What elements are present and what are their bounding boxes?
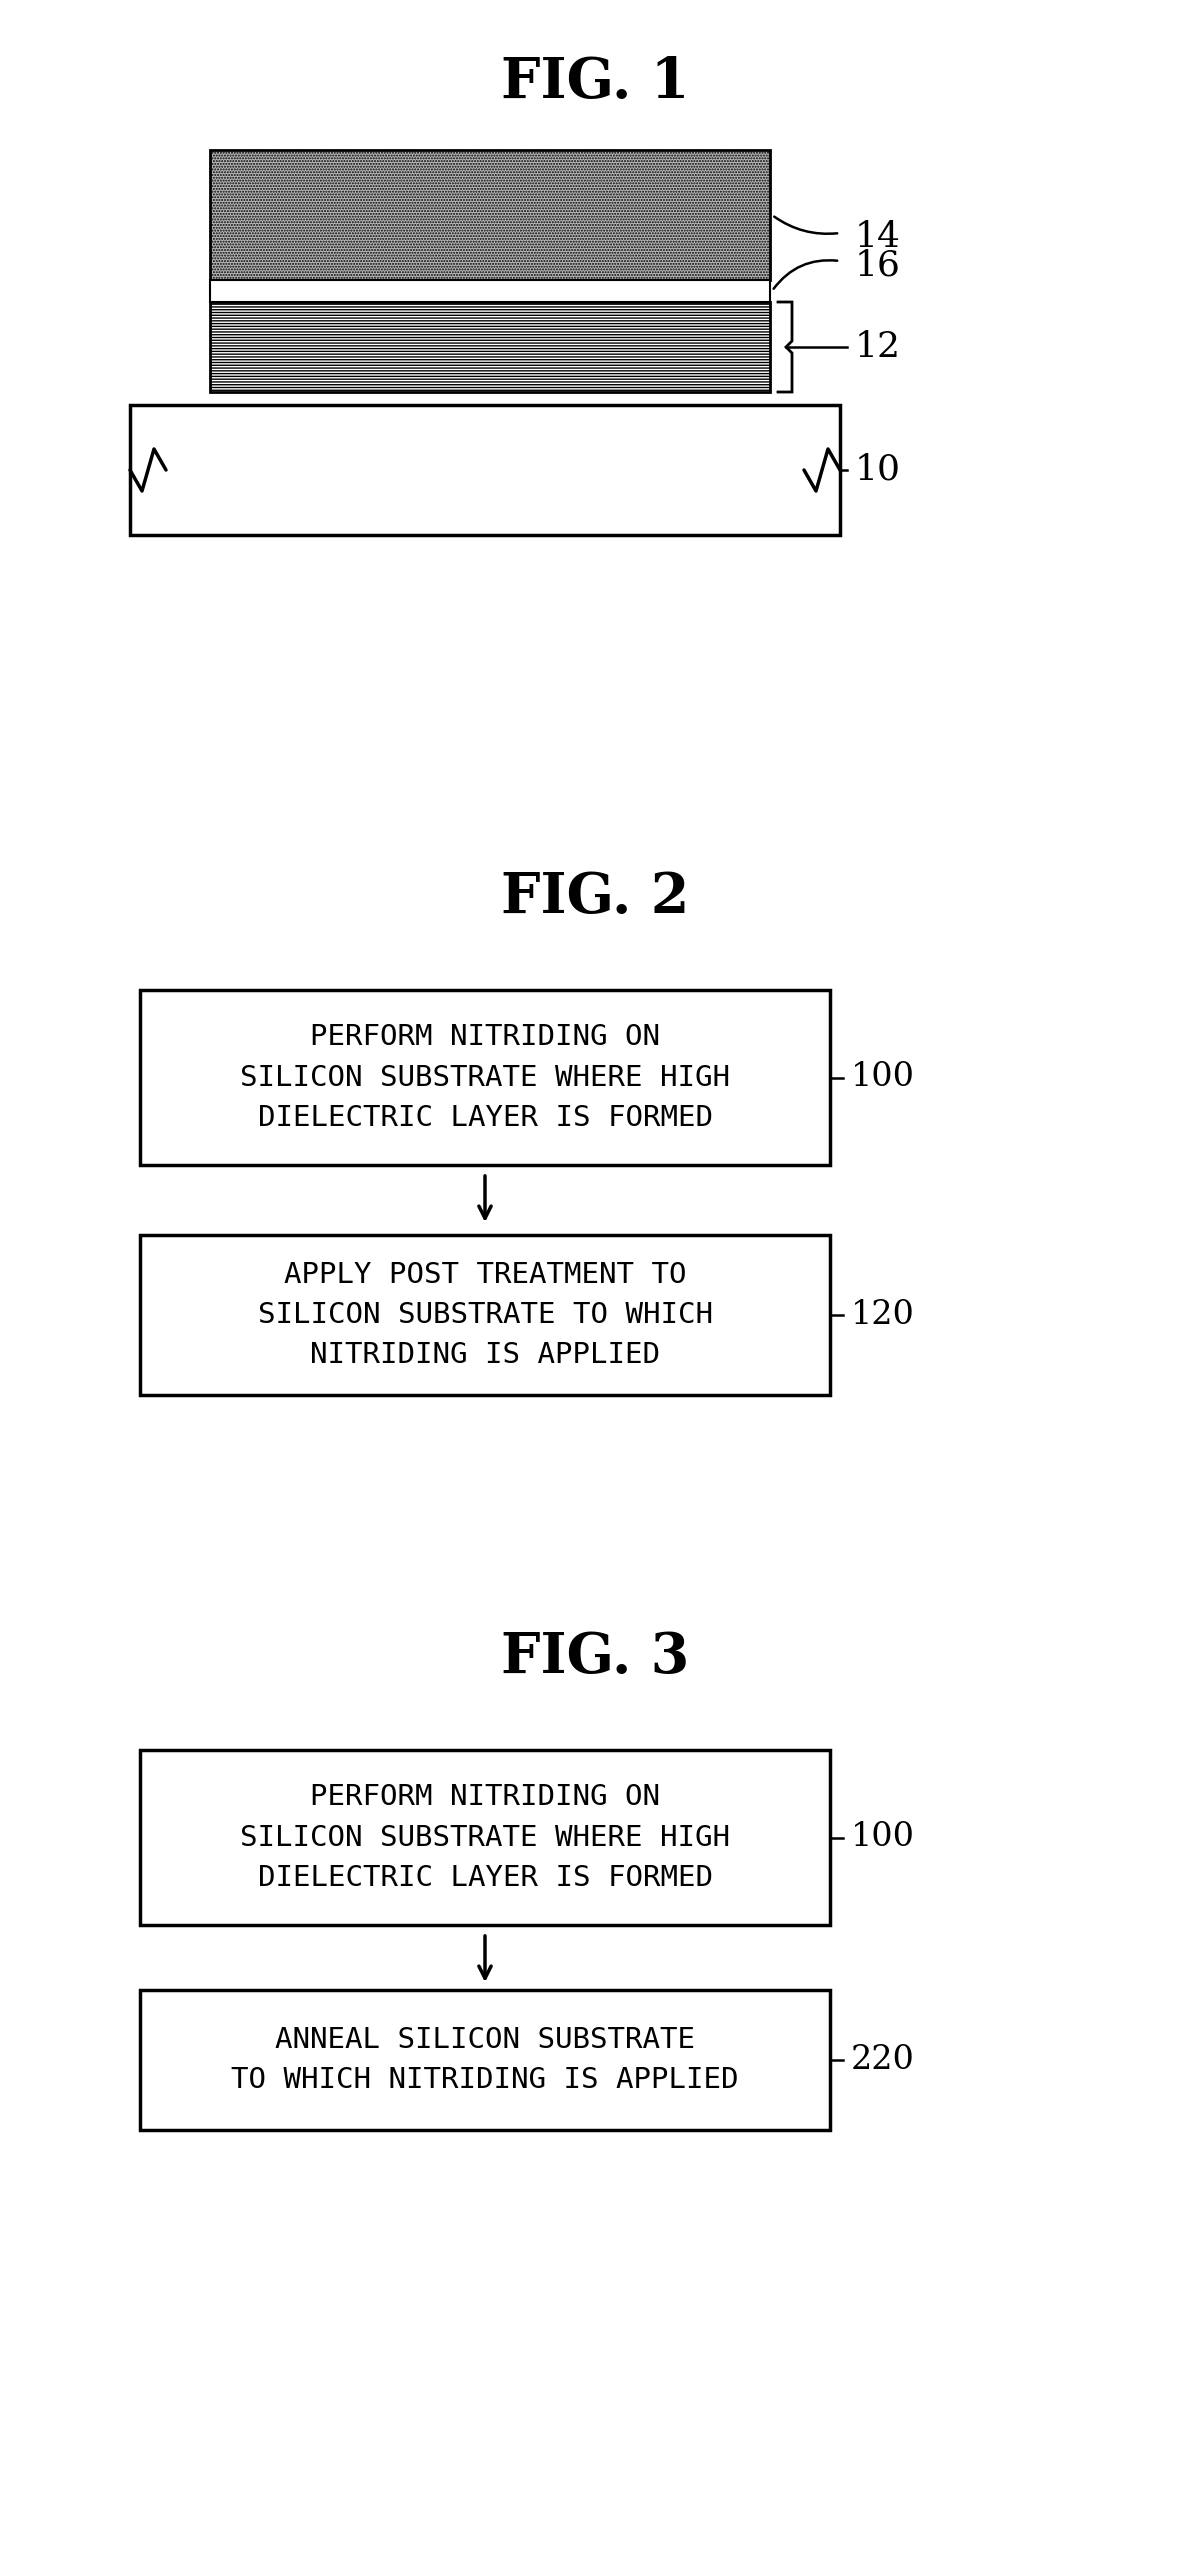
Text: 100: 100 (852, 1062, 915, 1093)
Bar (141, 990, 830, 1165)
Bar (210, 303, 771, 392)
Text: FIG. 3: FIG. 3 (501, 1629, 690, 1685)
Bar (141, 1990, 830, 2129)
Text: 10: 10 (855, 454, 902, 487)
Text: 120: 120 (852, 1298, 915, 1331)
Text: FIG. 2: FIG. 2 (500, 870, 690, 926)
Text: 16: 16 (855, 249, 900, 282)
Text: 220: 220 (852, 2044, 915, 2075)
Text: 12: 12 (855, 331, 902, 364)
Bar (141, 1749, 830, 1924)
Text: 100: 100 (852, 1821, 915, 1854)
Bar (141, 1234, 830, 1395)
Text: PERFORM NITRIDING ON
SILICON SUBSTRATE WHERE HIGH
DIELECTRIC LAYER IS FORMED: PERFORM NITRIDING ON SILICON SUBSTRATE W… (241, 1783, 730, 1890)
Bar (130, 405, 840, 536)
Bar (210, 280, 771, 303)
Text: APPLY POST TREATMENT TO
SILICON SUBSTRATE TO WHICH
NITRIDING IS APPLIED: APPLY POST TREATMENT TO SILICON SUBSTRAT… (257, 1262, 712, 1370)
Text: PERFORM NITRIDING ON
SILICON SUBSTRATE WHERE HIGH
DIELECTRIC LAYER IS FORMED: PERFORM NITRIDING ON SILICON SUBSTRATE W… (241, 1023, 730, 1131)
Text: ANNEAL SILICON SUBSTRATE
TO WHICH NITRIDING IS APPLIED: ANNEAL SILICON SUBSTRATE TO WHICH NITRID… (231, 2026, 738, 2093)
Text: 14: 14 (855, 221, 902, 254)
Text: FIG. 1: FIG. 1 (500, 54, 690, 110)
Bar (210, 149, 771, 280)
